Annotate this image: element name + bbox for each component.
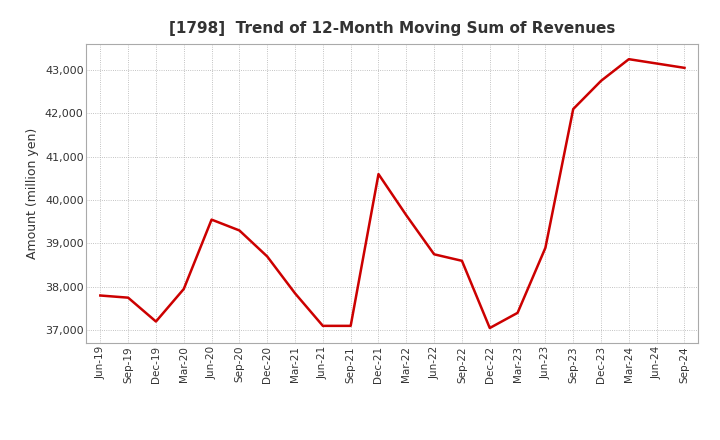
Y-axis label: Amount (million yen): Amount (million yen): [27, 128, 40, 259]
Title: [1798]  Trend of 12-Month Moving Sum of Revenues: [1798] Trend of 12-Month Moving Sum of R…: [169, 21, 616, 36]
